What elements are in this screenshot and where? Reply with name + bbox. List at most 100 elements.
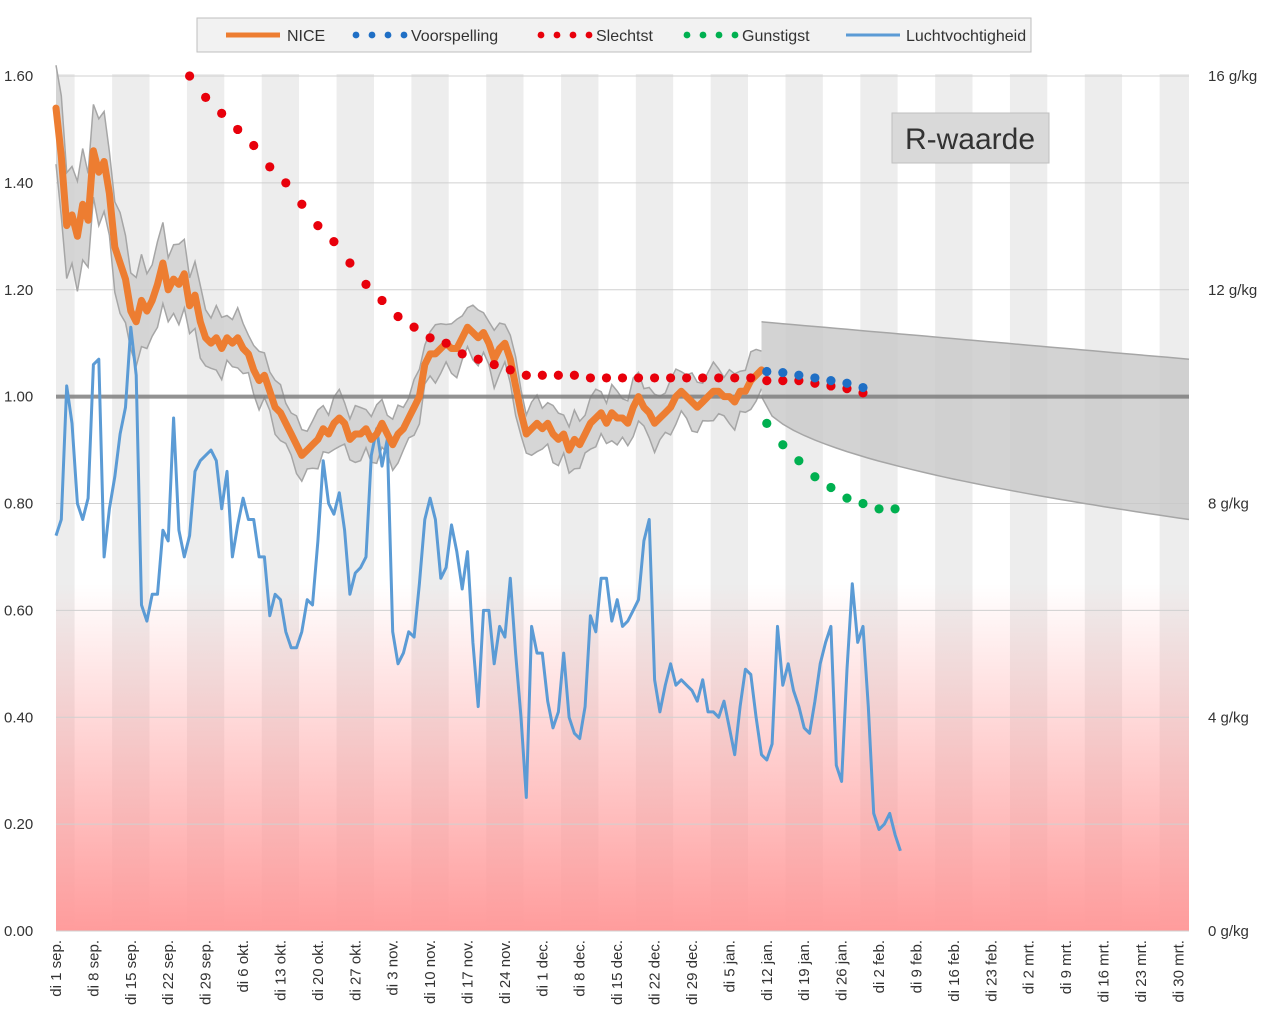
x-tick-label: di 20 okt. <box>310 940 327 1001</box>
legend-label-slechtst: Slechtst <box>596 28 653 45</box>
legend-item-luchtvochtigheid: Luchtvochtigheid <box>846 28 1026 45</box>
x-tick-label: di 15 dec. <box>609 940 626 1005</box>
forecast-band <box>761 321 1189 520</box>
legend-marker <box>352 31 360 39</box>
data-point <box>409 322 419 332</box>
data-point <box>874 504 884 514</box>
x-tick-label: di 30 mrt. <box>1170 940 1187 1003</box>
y-tick-label: 1.40 <box>4 175 33 192</box>
y-tick-label: 0.80 <box>4 496 33 513</box>
y-axis-left: 0.00 0.20 0.40 0.60 0.80 1.00 1.20 1.40 1.60 <box>4 68 33 940</box>
data-point <box>265 162 275 172</box>
x-tick-label: di 23 feb. <box>983 940 1000 1002</box>
y2-tick-label: 16 g/kg <box>1208 68 1257 85</box>
x-tick-label: di 27 okt. <box>347 940 364 1001</box>
x-tick-label: di 22 dec. <box>647 940 664 1005</box>
x-tick-label: di 8 sep. <box>85 940 102 997</box>
x-tick-label: di 12 jan. <box>759 940 776 1001</box>
legend-item-nice: NICE <box>226 28 325 45</box>
data-point <box>730 373 740 383</box>
data-point <box>281 178 291 188</box>
data-point <box>826 482 836 493</box>
legend-marker <box>715 31 723 39</box>
data-point <box>665 373 676 383</box>
series-voorspelling <box>762 366 868 393</box>
legend-marker <box>537 31 545 39</box>
forecast-band-upper-edge <box>761 321 1190 360</box>
x-tick-label: di 6 okt. <box>235 940 252 993</box>
x-tick-label: di 23 mrt. <box>1133 940 1150 1003</box>
series-luchtvochtigheid <box>54 325 902 852</box>
data-point <box>201 92 211 102</box>
data-point <box>473 354 483 364</box>
data-point <box>762 366 772 377</box>
legend-item-slechtst: Slechtst <box>537 28 653 45</box>
x-tick-label: di 19 jan. <box>796 940 813 1001</box>
x-tick-label: di 22 sep. <box>160 940 177 1005</box>
legend-marker <box>731 31 739 39</box>
y-tick-label: 0.00 <box>4 923 33 940</box>
data-point <box>537 370 547 380</box>
y-axis-right: 0 g/kg 4 g/kg 8 g/kg 12 g/kg 16 g/kg <box>1208 68 1257 940</box>
series-nice <box>52 104 765 459</box>
data-point <box>217 108 227 119</box>
legend-item-gunstigst: Gunstigst <box>683 28 810 45</box>
data-point <box>441 338 451 348</box>
legend-marker <box>683 31 691 39</box>
data-point <box>377 295 387 306</box>
legend-label-luchtvochtigheid: Luchtvochtigheid <box>906 28 1026 45</box>
legend-label-nice: NICE <box>287 28 325 45</box>
legend-marker <box>699 31 707 39</box>
gridlines <box>56 75 1189 932</box>
y2-tick-label: 0 g/kg <box>1208 923 1249 940</box>
data-point <box>633 373 644 383</box>
x-tick-label: di 1 sep. <box>48 940 65 997</box>
x-tick-label: di 2 mrt. <box>1021 940 1038 994</box>
x-axis: di 1 sep. di 8 sep. di 15 sep. di 22 sep. di… <box>48 940 1187 1005</box>
data-point <box>826 375 836 386</box>
legend-item-voorspelling: Voorspelling <box>352 28 498 45</box>
x-tick-label: di 9 mrt. <box>1058 940 1075 994</box>
data-point <box>714 373 724 383</box>
data-point <box>778 375 788 386</box>
x-tick-label: di 9 feb. <box>908 940 925 993</box>
y2-tick-label: 4 g/kg <box>1208 709 1249 726</box>
data-point <box>361 279 371 290</box>
data-point <box>313 221 323 231</box>
data-point <box>489 359 499 370</box>
x-tick-label: di 5 jan. <box>721 940 738 993</box>
x-tick-label: di 2 feb. <box>871 940 888 993</box>
y-tick-label: 0.40 <box>4 709 33 726</box>
low-r-zone <box>56 583 1189 931</box>
legend-label-voorspelling: Voorspelling <box>411 28 498 45</box>
data-point <box>842 378 852 388</box>
data-point <box>185 71 195 81</box>
data-point <box>345 258 355 268</box>
data-point <box>425 333 435 343</box>
data-point <box>858 498 868 509</box>
data-point <box>249 140 259 151</box>
y-tick-label: 1.20 <box>4 282 33 299</box>
x-tick-label: di 26 jan. <box>834 940 851 1001</box>
data-point <box>858 382 868 393</box>
legend-marker <box>368 31 376 39</box>
data-point <box>794 456 804 466</box>
x-tick-label: di 16 mrt. <box>1095 940 1112 1003</box>
x-tick-label: di 29 dec. <box>684 940 701 1005</box>
legend-marker <box>384 31 392 39</box>
data-point <box>569 370 580 380</box>
y-tick-label: 1.60 <box>4 68 33 85</box>
x-tick-label: di 3 nov. <box>385 940 402 996</box>
data-point <box>890 504 900 514</box>
legend-marker <box>585 31 593 39</box>
data-point <box>505 365 515 375</box>
data-point <box>585 373 596 383</box>
x-tick-label: di 8 dec. <box>572 940 589 997</box>
data-point <box>329 237 339 247</box>
data-point <box>682 373 692 383</box>
data-point <box>746 373 756 383</box>
data-point <box>842 493 852 503</box>
data-point <box>810 373 820 383</box>
forecast-band-lower-edge <box>760 396 1190 521</box>
